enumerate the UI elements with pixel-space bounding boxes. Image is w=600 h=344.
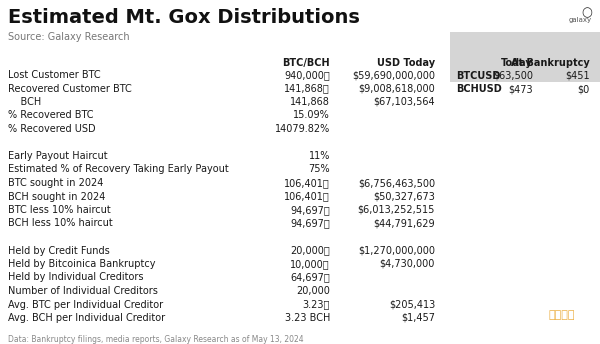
Text: BTC less 10% haircut: BTC less 10% haircut — [8, 205, 111, 215]
Text: 94,697₿: 94,697₿ — [290, 218, 330, 228]
Text: galaxy: galaxy — [569, 17, 592, 23]
Text: $59,690,000,000: $59,690,000,000 — [352, 70, 435, 80]
Text: Lost Customer BTC: Lost Customer BTC — [8, 70, 101, 80]
Text: 94,697₿: 94,697₿ — [290, 205, 330, 215]
Text: 106,401₿: 106,401₿ — [284, 192, 330, 202]
Text: BTC/BCH: BTC/BCH — [283, 58, 330, 68]
Text: 106,401₿: 106,401₿ — [284, 178, 330, 188]
Text: Source: Galaxy Research: Source: Galaxy Research — [8, 32, 130, 42]
Text: Avg. BCH per Individual Creditor: Avg. BCH per Individual Creditor — [8, 313, 165, 323]
Text: $6,013,252,515: $6,013,252,515 — [358, 205, 435, 215]
Bar — [450, 32, 600, 82]
Text: $473: $473 — [508, 84, 533, 94]
Text: Avg. BTC per Individual Creditor: Avg. BTC per Individual Creditor — [8, 300, 163, 310]
Text: 75%: 75% — [308, 164, 330, 174]
Text: $205,413: $205,413 — [389, 300, 435, 310]
Text: BCH less 10% haircut: BCH less 10% haircut — [8, 218, 113, 228]
Text: Number of Individual Creditors: Number of Individual Creditors — [8, 286, 158, 296]
Text: $1,270,000,000: $1,270,000,000 — [358, 246, 435, 256]
Text: $1,457: $1,457 — [401, 313, 435, 323]
Text: 10,000₿: 10,000₿ — [290, 259, 330, 269]
Text: 20,000₿: 20,000₿ — [290, 246, 330, 256]
Text: Recovered Customer BTC: Recovered Customer BTC — [8, 84, 132, 94]
Text: 金色财经: 金色财经 — [548, 310, 575, 320]
Text: Held by Bitcoinica Bankruptcy: Held by Bitcoinica Bankruptcy — [8, 259, 155, 269]
Text: $451: $451 — [565, 71, 590, 81]
Text: Data: Bankruptcy filings, media reports, Galaxy Research as of May 13, 2024: Data: Bankruptcy filings, media reports,… — [8, 335, 304, 344]
Text: $67,103,564: $67,103,564 — [373, 97, 435, 107]
Text: Early Payout Haircut: Early Payout Haircut — [8, 151, 107, 161]
Text: Estimated Mt. Gox Distributions: Estimated Mt. Gox Distributions — [8, 8, 360, 27]
Text: Estimated % of Recovery Taking Early Payout: Estimated % of Recovery Taking Early Pay… — [8, 164, 229, 174]
Text: Held by Individual Creditors: Held by Individual Creditors — [8, 272, 143, 282]
Text: $50,327,673: $50,327,673 — [373, 192, 435, 202]
Text: BCHUSD: BCHUSD — [456, 84, 502, 94]
Text: BCH: BCH — [8, 97, 41, 107]
Text: $6,756,463,500: $6,756,463,500 — [358, 178, 435, 188]
Text: At Bankruptcy: At Bankruptcy — [511, 58, 590, 68]
Text: 14079.82%: 14079.82% — [275, 124, 330, 134]
Text: 15.09%: 15.09% — [293, 110, 330, 120]
Text: 141,868₿: 141,868₿ — [284, 84, 330, 94]
Text: BTC sought in 2024: BTC sought in 2024 — [8, 178, 103, 188]
Text: 3.23₿: 3.23₿ — [302, 300, 330, 310]
Text: ○: ○ — [581, 6, 592, 19]
Text: 64,697₿: 64,697₿ — [290, 272, 330, 282]
Text: $0: $0 — [578, 84, 590, 94]
Text: 141,868: 141,868 — [290, 97, 330, 107]
Text: $44,791,629: $44,791,629 — [373, 218, 435, 228]
Text: 3.23 BCH: 3.23 BCH — [284, 313, 330, 323]
Text: BTCUSD: BTCUSD — [456, 71, 500, 81]
Text: Held by Credit Funds: Held by Credit Funds — [8, 246, 110, 256]
Text: BCH sought in 2024: BCH sought in 2024 — [8, 192, 106, 202]
Text: $9,008,618,000: $9,008,618,000 — [358, 84, 435, 94]
Text: % Recovered USD: % Recovered USD — [8, 124, 95, 134]
Text: Today: Today — [501, 58, 533, 68]
Text: 20,000: 20,000 — [296, 286, 330, 296]
Text: 940,000₿: 940,000₿ — [284, 70, 330, 80]
Text: USD Today: USD Today — [377, 58, 435, 68]
Text: % Recovered BTC: % Recovered BTC — [8, 110, 94, 120]
Text: $63,500: $63,500 — [493, 71, 533, 81]
Text: $4,730,000: $4,730,000 — [380, 259, 435, 269]
Text: 11%: 11% — [308, 151, 330, 161]
